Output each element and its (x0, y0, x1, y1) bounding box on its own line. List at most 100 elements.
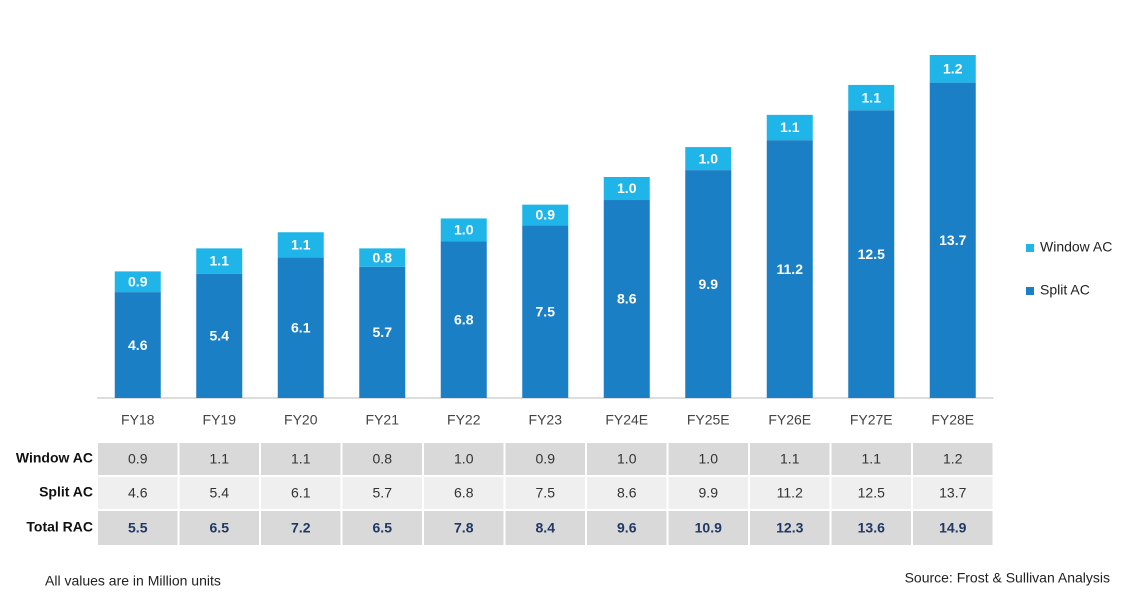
table-value: 0.8 (373, 451, 393, 467)
table-value: 9.6 (617, 520, 637, 536)
table-cell (750, 443, 830, 475)
x-tick-label: FY26E (768, 412, 811, 428)
bar-segment (848, 84, 895, 111)
bar-label: 1.0 (617, 180, 637, 196)
table-value: 7.2 (291, 520, 311, 536)
bar-segment (114, 271, 161, 293)
table-value: 0.9 (536, 451, 556, 467)
bar-label: 9.9 (699, 276, 719, 292)
bar-segment (114, 292, 161, 398)
bar-segment (929, 55, 976, 83)
row-label: Total RAC (26, 519, 93, 535)
table-value: 13.6 (858, 520, 885, 536)
table-cell (750, 477, 830, 509)
bar-label: 6.8 (454, 311, 474, 327)
x-tick-label: FY27E (850, 412, 893, 428)
table-cell (261, 511, 341, 545)
table-value: 6.5 (210, 520, 230, 536)
bar-segment (929, 82, 976, 399)
table-cell (668, 511, 748, 545)
table-value: 7.8 (454, 520, 474, 536)
row-label: Window AC (16, 450, 93, 466)
table-value: 5.4 (210, 485, 230, 501)
bar-segment (440, 241, 487, 398)
table-cell (505, 477, 585, 509)
bar-label: 1.1 (862, 89, 882, 105)
bar-segment (848, 110, 895, 398)
x-tick-label: FY20 (284, 412, 318, 428)
bar-label: 7.5 (536, 303, 556, 319)
table-cell (587, 443, 667, 475)
table-value: 11.2 (777, 485, 803, 501)
table-value: 1.0 (699, 451, 719, 467)
table-value: 13.7 (939, 485, 966, 501)
table-cell (261, 477, 341, 509)
bar-segment (440, 218, 487, 242)
row-label: Split AC (39, 484, 93, 500)
table-value: 9.9 (699, 485, 719, 501)
bar-segment (685, 170, 732, 398)
bar-segment (766, 140, 813, 398)
table-cell (179, 443, 259, 475)
table-cell (587, 511, 667, 545)
table-cell (668, 443, 748, 475)
legend-swatch (1026, 244, 1034, 252)
table-cell (98, 477, 178, 509)
table-cell (668, 477, 748, 509)
table-cell (505, 511, 585, 545)
table-value: 8.4 (536, 520, 556, 536)
bar-segment (277, 257, 324, 398)
table-value: 6.8 (454, 485, 474, 501)
table-cell (831, 443, 911, 475)
table-value: 1.1 (780, 451, 800, 467)
table-cell (342, 511, 422, 545)
legend-label: Window AC (1040, 239, 1112, 255)
bar-label: 1.2 (943, 61, 963, 77)
bar-segment (277, 232, 324, 258)
table-value: 0.9 (128, 451, 148, 467)
table-value: 12.5 (858, 485, 885, 501)
table-cell (831, 511, 911, 545)
bar-label: 1.1 (291, 237, 311, 253)
bar-segment (603, 200, 650, 398)
bar-segment (196, 273, 243, 398)
table-value: 6.1 (291, 485, 311, 501)
x-tick-label: FY19 (203, 412, 237, 428)
legend-label: Split AC (1040, 282, 1090, 298)
x-tick-label: FY22 (447, 412, 481, 428)
x-tick-label: FY23 (529, 412, 563, 428)
table-cell (424, 511, 504, 545)
bar-segment (522, 204, 569, 226)
bar-segment (603, 177, 650, 201)
bar-label: 4.6 (128, 337, 148, 353)
table-cell (424, 443, 504, 475)
table-value: 4.6 (128, 485, 148, 501)
table-value: 8.6 (617, 485, 637, 501)
x-tick-label: FY28E (931, 412, 974, 428)
legend-swatch (1026, 287, 1034, 295)
bar-label: 1.1 (210, 253, 230, 269)
table-value: 1.0 (617, 451, 637, 467)
table-cell (913, 511, 993, 545)
bar-segment (359, 266, 406, 398)
x-tick-label: FY21 (366, 412, 400, 428)
table-cell (261, 443, 341, 475)
bar-label: 1.0 (454, 222, 474, 238)
table-cell (750, 511, 830, 545)
bar-label: 5.4 (210, 328, 230, 344)
table-cell (913, 443, 993, 475)
bar-segment (685, 147, 732, 171)
bar-label: 8.6 (617, 291, 637, 307)
bar-segment (196, 248, 243, 274)
table-cell (98, 511, 178, 545)
table-value: 12.3 (776, 520, 803, 536)
bar-label: 13.7 (939, 232, 966, 248)
table-cell (587, 477, 667, 509)
table-value: 7.5 (536, 485, 556, 501)
table-cell (179, 477, 259, 509)
table-value: 10.9 (695, 520, 722, 536)
bar-segment (766, 114, 813, 141)
table-value: 1.1 (862, 451, 882, 467)
table-cell (424, 477, 504, 509)
